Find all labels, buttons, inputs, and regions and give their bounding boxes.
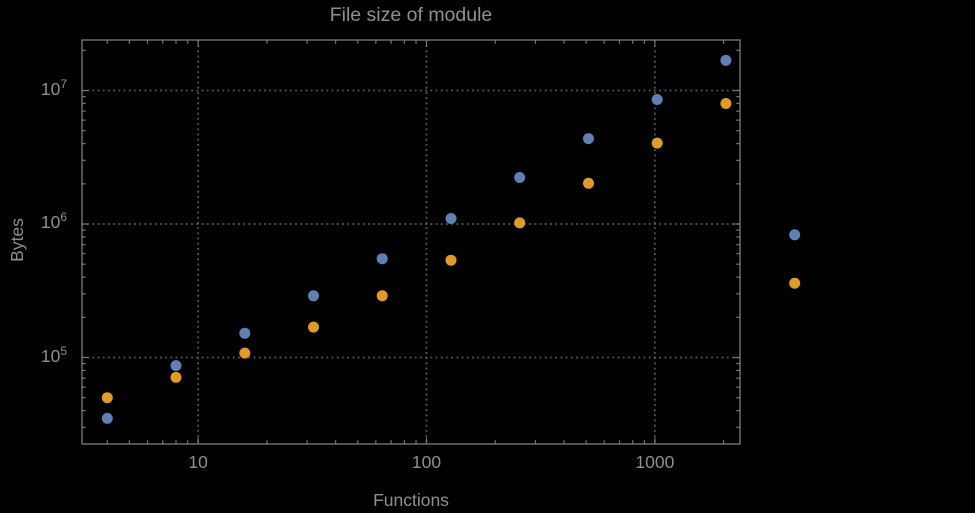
- data-point-series-blue-x256: [514, 172, 526, 183]
- data-point-series-blue-x32: [308, 290, 319, 302]
- data-point-series-orange-x4096: [789, 277, 801, 289]
- y-tick-label-10e7: 107: [40, 76, 67, 99]
- x-tick-label-100: 100: [411, 452, 442, 472]
- data-point-series-blue-x1024: [651, 94, 663, 105]
- y-tick-label-10e5: 105: [40, 343, 67, 366]
- y-tick-label-10e6: 106: [40, 210, 67, 233]
- data-point-series-orange-x2048: [720, 98, 732, 109]
- data-point-series-blue-x512: [583, 133, 594, 145]
- data-point-series-orange-x16: [239, 347, 251, 359]
- data-point-series-orange-x8: [170, 371, 182, 383]
- data-point-series-blue-x2048: [720, 54, 732, 66]
- data-point-series-orange-x4: [101, 392, 113, 404]
- data-point-series-blue-x64: [376, 253, 388, 265]
- data-point-series-blue-x8: [170, 360, 182, 372]
- x-tick-label-10: 10: [188, 452, 208, 472]
- data-point-series-orange-x1024: [651, 137, 663, 149]
- data-point-series-orange-x128: [445, 254, 457, 266]
- chart-title: File size of module: [329, 4, 493, 26]
- x-tick-label-1000: 1000: [635, 452, 675, 472]
- data-point-series-orange-x32: [308, 321, 319, 333]
- data-point-series-orange-x64: [376, 290, 388, 302]
- data-point-series-blue-x4: [101, 412, 113, 424]
- data-point-series-blue-x128: [445, 213, 457, 224]
- data-point-series-blue-x16: [239, 327, 251, 339]
- plot-frame: [81, 39, 741, 445]
- data-point-series-blue-x4096: [789, 229, 801, 241]
- data-point-series-orange-x256: [514, 217, 526, 229]
- data-point-series-orange-x512: [583, 177, 594, 189]
- x-axis-label: Functions: [373, 490, 449, 510]
- y-axis-label: Bytes: [7, 218, 27, 262]
